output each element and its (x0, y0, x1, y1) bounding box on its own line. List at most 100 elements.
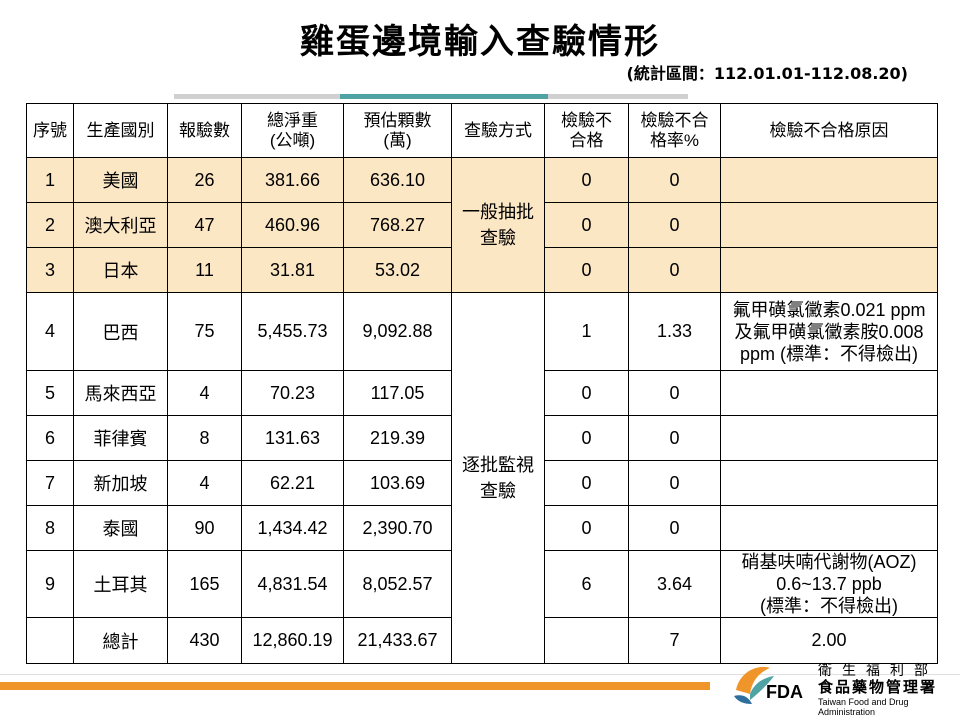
fda-logo: FDA 衛生福利部 食品藥物管理署 Taiwan Food and Drug A… (730, 660, 950, 717)
cell-reason: 硝基呋喃代謝物(AOZ) 0.6~13.7 ppb (標準：不得檢出) (720, 550, 938, 618)
footer-accent-bar (0, 682, 710, 690)
cell-fail: 0 (544, 505, 629, 551)
cell-total-weight: 12,860.19 (241, 617, 344, 664)
header-net-weight: 總淨重 (公噸) (241, 103, 344, 158)
cell-reports: 26 (167, 157, 242, 203)
cell-reason (720, 157, 938, 203)
cell-reports: 47 (167, 202, 242, 248)
cell-count: 9,092.88 (343, 292, 452, 371)
cell-total-count: 21,433.67 (343, 617, 452, 664)
header-divider-accent (340, 94, 548, 99)
cell-count: 636.10 (343, 157, 452, 203)
cell-weight: 381.66 (241, 157, 344, 203)
table-row: 2 澳大利亞 47 460.96 768.27 0 0 (26, 202, 938, 248)
cell-seq: 1 (26, 157, 74, 203)
fda-wordmark: FDA (766, 682, 803, 702)
header-est-count: 預估顆數 (萬) (343, 103, 452, 158)
cell-rate: 0 (628, 415, 721, 461)
cell-seq: 8 (26, 505, 74, 551)
cell-fail: 0 (544, 247, 629, 293)
cell-weight: 4,831.54 (241, 550, 344, 618)
cell-method-batch: 一般抽批 查驗 (451, 157, 545, 293)
cell-seq: 7 (26, 460, 74, 506)
header-fail-rate: 檢驗不合 格率% (628, 103, 721, 158)
cell-reports: 4 (167, 460, 242, 506)
cell-total-label: 總計 (73, 617, 168, 664)
cell-rate: 0 (628, 460, 721, 506)
table-row: 3 日本 11 31.81 53.02 0 0 (26, 247, 938, 293)
cell-reason (720, 370, 938, 416)
cell-fail: 0 (544, 415, 629, 461)
header-divider-right (548, 94, 688, 99)
cell-reason (720, 202, 938, 248)
cell-count: 768.27 (343, 202, 452, 248)
fda-emblem-icon (734, 666, 774, 704)
table-total-row: 總計 430 12,860.19 21,433.67 7 2.00 (26, 617, 938, 664)
cell-method-monitor: 逐批監視 查驗 (451, 292, 545, 664)
statistics-period: (統計區間：112.01.01-112.08.20) (626, 64, 908, 83)
cell-country: 馬來西亞 (73, 370, 168, 416)
cell-reports: 75 (167, 292, 242, 371)
table-row: 8 泰國 90 1,434.42 2,390.70 0 0 (26, 505, 938, 551)
cell-reports: 4 (167, 370, 242, 416)
cell-country: 土耳其 (73, 550, 168, 618)
cell-weight: 70.23 (241, 370, 344, 416)
cell-weight: 460.96 (241, 202, 344, 248)
cell-reports: 90 (167, 505, 242, 551)
table-row: 1 美國 26 381.66 636.10 一般抽批 查驗 0 0 (26, 157, 938, 293)
cell-reports: 165 (167, 550, 242, 618)
cell-country: 菲律賓 (73, 415, 168, 461)
agency-name: 食品藥物管理署 (818, 678, 938, 696)
table-row: 6 菲律賓 8 131.63 219.39 0 0 (26, 415, 938, 461)
cell-fail: 0 (544, 202, 629, 248)
cell-weight: 62.21 (241, 460, 344, 506)
agency-english-name: Taiwan Food and Drug Administration (818, 697, 909, 717)
header-country: 生產國別 (73, 103, 168, 158)
cell-count: 2,390.70 (343, 505, 452, 551)
header-method: 查驗方式 (451, 103, 545, 158)
cell-reports: 8 (167, 415, 242, 461)
cell-total-fail: 7 (628, 617, 721, 664)
table-row: 5 馬來西亞 4 70.23 117.05 0 0 (26, 370, 938, 416)
cell-reason: 氟甲磺氯黴素0.021 ppm 及氟甲磺氯黴素胺0.008 ppm (標準：不得… (720, 292, 938, 371)
footer-divider (0, 674, 960, 675)
cell-country: 日本 (73, 247, 168, 293)
cell-total-reports: 430 (167, 617, 242, 664)
page-title: 雞蛋邊境輸入查驗情形 (300, 22, 660, 62)
cell-count: 103.69 (343, 460, 452, 506)
table-row: 4 巴西 75 5,455.73 9,092.88 逐批監視 查驗 1 1.33… (26, 292, 938, 664)
cell-country: 美國 (73, 157, 168, 203)
header-reason: 檢驗不合格原因 (720, 103, 938, 158)
header-fail: 檢驗不 合格 (544, 103, 629, 158)
header-reports: 報驗數 (167, 103, 242, 158)
cell-weight: 5,455.73 (241, 292, 344, 371)
table-row: 9 土耳其 165 4,831.54 8,052.57 6 3.64 硝基呋喃代… (26, 550, 938, 618)
cell-reports: 11 (167, 247, 242, 293)
ministry-name: 衛生福利部 (818, 663, 938, 679)
cell-fail: 6 (544, 550, 629, 618)
cell-seq: 6 (26, 415, 74, 461)
cell-rate: 0 (628, 505, 721, 551)
cell-rate: 1.33 (628, 292, 721, 371)
header-seq: 序號 (26, 103, 74, 158)
cell-seq: 3 (26, 247, 74, 293)
cell-reason (720, 415, 938, 461)
table-header-row: 序號 生產國別 報驗數 總淨重 (公噸) 預估顆數 (萬) 查驗方式 檢驗不 合… (26, 103, 938, 158)
cell-country: 巴西 (73, 292, 168, 371)
cell-weight: 131.63 (241, 415, 344, 461)
cell-total-method-empty (544, 617, 629, 664)
header-divider-left (174, 94, 340, 99)
cell-country: 澳大利亞 (73, 202, 168, 248)
cell-rate: 0 (628, 370, 721, 416)
cell-seq: 5 (26, 370, 74, 416)
cell-seq-empty (26, 617, 74, 664)
cell-count: 8,052.57 (343, 550, 452, 618)
cell-rate: 3.64 (628, 550, 721, 618)
cell-weight: 1,434.42 (241, 505, 344, 551)
cell-fail: 0 (544, 370, 629, 416)
cell-weight: 31.81 (241, 247, 344, 293)
cell-seq: 4 (26, 292, 74, 371)
cell-country: 泰國 (73, 505, 168, 551)
cell-rate: 0 (628, 157, 721, 203)
cell-fail: 0 (544, 157, 629, 203)
